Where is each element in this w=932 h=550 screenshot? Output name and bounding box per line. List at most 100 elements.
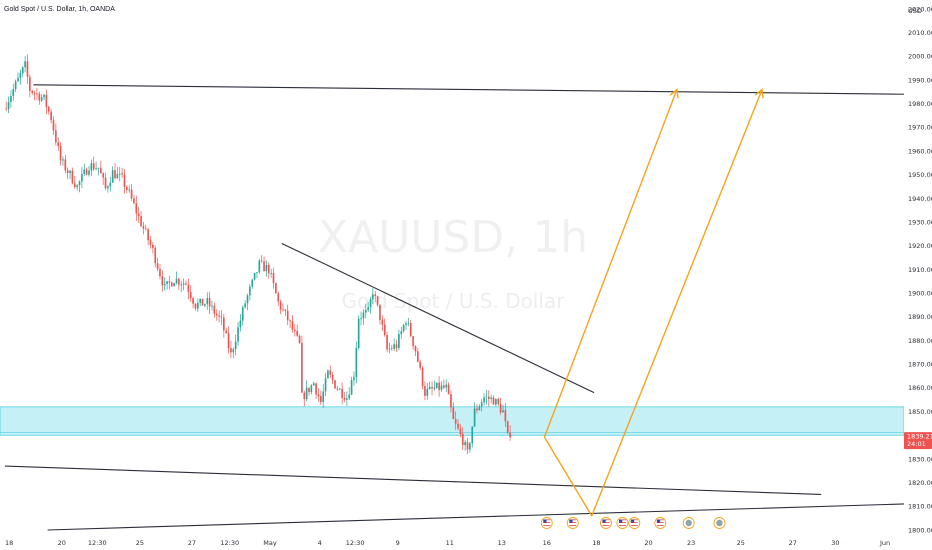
candle-body: [128, 189, 131, 191]
candle-body: [154, 247, 157, 264]
candle-body: [201, 298, 204, 306]
candle-body: [71, 170, 74, 184]
time-tick-label: 16: [543, 539, 551, 547]
price-tick-label: 1890.000: [908, 313, 932, 321]
candle-body: [17, 77, 19, 82]
candle-body: [338, 388, 341, 390]
candle-body: [286, 310, 289, 321]
candle-body: [303, 392, 306, 400]
projection-up-1: [543, 89, 678, 438]
candle-body: [144, 228, 147, 230]
candle-body: [126, 186, 128, 191]
candle-body: [362, 312, 365, 319]
candle-body: [14, 81, 17, 90]
candle-body: [211, 305, 213, 307]
us-flag-icon-5[interactable]: [654, 517, 667, 529]
candle-body: [137, 213, 140, 216]
time-tick-label: Jun: [879, 539, 890, 547]
candle-body: [485, 396, 488, 398]
candle-body: [438, 382, 440, 390]
candle-body: [185, 283, 187, 285]
candle-body: [166, 281, 168, 285]
candle-body: [45, 94, 48, 107]
candle-body: [336, 388, 339, 390]
candle-body: [457, 423, 459, 429]
price-tick-label: 2020.000: [908, 5, 932, 13]
candle-body: [409, 322, 412, 337]
candle-body: [256, 272, 258, 273]
us-flag-icon-0[interactable]: [540, 517, 553, 529]
candle-body: [253, 272, 256, 280]
candle-body: [504, 410, 507, 422]
us-flag-icon-2[interactable]: [599, 517, 612, 529]
time-tick-label: 18: [5, 539, 13, 547]
candle-body: [421, 367, 424, 387]
candle-body: [459, 428, 462, 434]
candle-body: [402, 324, 405, 332]
candle-body: [251, 279, 254, 287]
candle-body: [293, 329, 296, 331]
watermark: XAUUSD, 1h Gold Spot / U.S. Dollar: [318, 212, 588, 313]
candle-body: [350, 380, 353, 395]
flag-stripe: [602, 519, 610, 521]
candle-body: [357, 318, 360, 348]
candle-body: [388, 348, 391, 350]
candle-body: [50, 111, 52, 121]
candle-body: [417, 351, 419, 362]
time-tick-label: 12:30: [346, 539, 365, 547]
candle-body: [331, 374, 334, 381]
candle-body: [57, 142, 60, 147]
lower-channel-line: [4, 465, 822, 496]
candle-body: [390, 348, 393, 350]
flag-stripe: [569, 520, 577, 522]
candle-body: [381, 320, 384, 325]
candle-body: [305, 387, 308, 400]
candle-body: [419, 361, 422, 368]
candle-body: [289, 320, 291, 322]
time-tick-label: 30: [831, 539, 839, 547]
projection-down-up-2-arrowhead: [754, 88, 764, 99]
us-flag-icon-3[interactable]: [616, 517, 629, 529]
time-tick-label: 13: [498, 539, 506, 547]
time-tick-label: 12:30: [88, 539, 107, 547]
candle-body: [26, 61, 29, 77]
candle-body: [180, 284, 183, 286]
projections[interactable]: [543, 88, 764, 517]
candle-body: [102, 173, 105, 178]
us-flag-icon-1[interactable]: [566, 517, 579, 529]
candle-body: [29, 76, 31, 91]
candle-body: [341, 388, 343, 398]
price-tick-label: 1830.000: [908, 455, 932, 463]
time-tick-label: 20: [644, 539, 652, 547]
candle-body: [490, 397, 492, 399]
flag-stripe: [656, 525, 664, 526]
last-price-label: 1839.211 24:01: [904, 432, 932, 450]
time-axis[interactable]: 18 20 12:30 25 27 12:30 May 4 12:30 9 11 13 16 18 20 23…: [5, 539, 890, 547]
event-markers[interactable]: [540, 517, 726, 529]
us-flag-icon-4[interactable]: [628, 517, 641, 529]
watermark-description: Gold Spot / U.S. Dollar: [342, 289, 566, 313]
candle-body: [121, 173, 123, 175]
candle-body: [405, 323, 407, 325]
candle-body: [369, 299, 372, 308]
candle-body: [204, 304, 206, 306]
demand-zone: [0, 406, 905, 436]
candle-body: [232, 349, 235, 353]
flag-canton: [630, 519, 635, 523]
time-tick-label: 27: [789, 539, 797, 547]
candle-body: [90, 163, 93, 171]
event-dot-icon-6[interactable]: [682, 517, 695, 529]
last-price-value: 1839.211: [907, 433, 932, 441]
candle-body: [159, 268, 161, 277]
flag-stripe: [602, 522, 610, 523]
price-axis[interactable]: USD 2020.000 2010.000 2000.000 1990.000 1980…: [904, 0, 932, 550]
flag-stripe: [569, 523, 577, 525]
candle-body: [407, 322, 410, 324]
flag-stripe: [618, 519, 626, 521]
candle-body: [168, 281, 171, 283]
candle-body: [7, 102, 10, 110]
price-tick-label: 1810.000: [908, 503, 932, 511]
candle-body: [55, 130, 57, 143]
event-dot-icon-7[interactable]: [713, 517, 726, 529]
